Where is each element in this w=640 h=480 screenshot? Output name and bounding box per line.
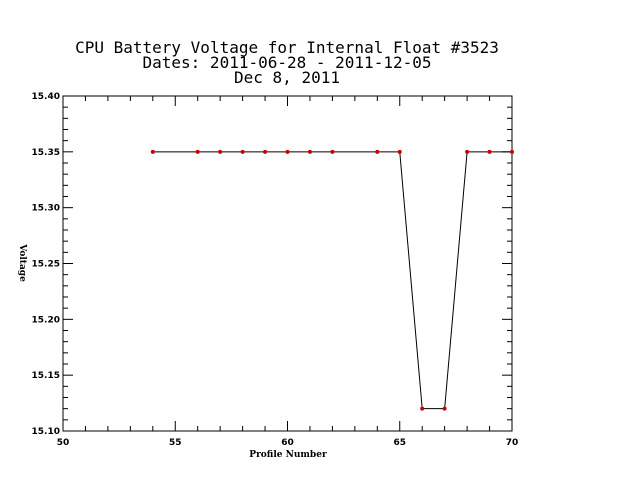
y-axis-label: Voltage <box>17 243 27 282</box>
chart-title-line-2: Dates: 2011-06-28 - 2011-12-05 <box>143 53 432 72</box>
y-tick-label: 15.15 <box>32 371 60 381</box>
series-points-group <box>150 149 514 411</box>
data-point <box>375 149 380 154</box>
data-point <box>442 406 447 411</box>
y-tick-label: 15.10 <box>32 427 60 437</box>
data-point <box>150 149 155 154</box>
chart-title-line-1: CPU Battery Voltage for Internal Float #… <box>75 38 499 57</box>
data-point <box>307 149 312 154</box>
data-point <box>240 149 245 154</box>
x-tick-label: 50 <box>57 438 70 448</box>
data-point <box>510 149 514 154</box>
y-tick-label: 15.20 <box>32 315 60 325</box>
x-tick-label: 60 <box>281 438 294 448</box>
series-line <box>152 151 512 410</box>
y-tick-labels: 15.10 15.15 15.20 15.25 15.30 15.35 15.40 <box>32 92 60 437</box>
y-tick-label: 15.35 <box>32 148 60 158</box>
data-point <box>263 149 268 154</box>
x-axis-label: Profile Number <box>249 450 327 460</box>
data-point <box>420 406 425 411</box>
y-tick-label: 15.30 <box>32 204 60 214</box>
data-point <box>195 149 200 154</box>
x-tick-label: 70 <box>506 438 519 448</box>
x-tick-labels: 50 55 60 65 70 <box>57 438 519 448</box>
data-point <box>397 149 402 154</box>
data-point <box>218 149 223 154</box>
x-tick-label: 55 <box>169 438 182 448</box>
data-point <box>487 149 492 154</box>
y-tick-label: 15.40 <box>32 92 60 102</box>
data-point <box>285 149 290 154</box>
data-point <box>330 149 335 154</box>
minor-ticks <box>63 96 512 431</box>
data-point <box>465 149 470 154</box>
plot-frame <box>62 95 513 432</box>
series-line-group <box>152 151 512 410</box>
chart-title-line-3: Dec 8, 2011 <box>234 68 340 87</box>
x-tick-label: 65 <box>393 438 406 448</box>
y-tick-label: 15.25 <box>32 260 60 270</box>
major-ticks <box>62 95 513 432</box>
